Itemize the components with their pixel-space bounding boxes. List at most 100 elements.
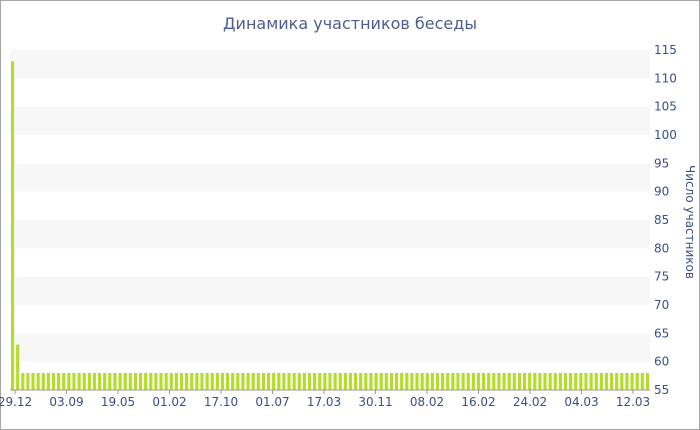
bar bbox=[16, 344, 20, 390]
y-tick-label: 110 bbox=[654, 71, 677, 85]
bar bbox=[430, 373, 434, 390]
bar bbox=[10, 61, 15, 390]
bar bbox=[256, 373, 260, 390]
bar bbox=[272, 373, 276, 390]
x-tick-label: 30.11 bbox=[358, 395, 392, 409]
bar bbox=[569, 373, 573, 390]
bar bbox=[220, 373, 225, 390]
bar bbox=[77, 373, 81, 390]
bar bbox=[251, 373, 255, 390]
bar bbox=[333, 373, 337, 390]
x-tick-label: 24.02 bbox=[513, 395, 547, 409]
bar bbox=[287, 373, 291, 390]
bar bbox=[348, 373, 353, 390]
bar bbox=[374, 373, 378, 390]
bar bbox=[533, 373, 537, 390]
bar bbox=[26, 373, 30, 390]
bar bbox=[645, 373, 650, 390]
bar bbox=[277, 373, 281, 390]
bar bbox=[492, 373, 496, 390]
bar bbox=[640, 373, 644, 390]
bar bbox=[266, 373, 271, 390]
bar bbox=[108, 373, 112, 390]
grid-band bbox=[10, 220, 650, 249]
bar bbox=[67, 373, 71, 390]
bar bbox=[169, 373, 173, 390]
bar bbox=[558, 373, 562, 390]
grid-bands bbox=[10, 50, 650, 362]
bar bbox=[599, 373, 603, 390]
bar bbox=[113, 373, 117, 390]
bar bbox=[461, 373, 465, 390]
x-tick-label: 12.03 bbox=[616, 395, 650, 409]
y-tick-label: 100 bbox=[654, 128, 677, 142]
bar bbox=[420, 373, 424, 390]
bar bbox=[215, 373, 219, 390]
bar bbox=[236, 373, 240, 390]
bar bbox=[72, 373, 76, 390]
x-axis: 29.12 03.09 19.05 01.02 17.10 01.07 17.03 30.11… bbox=[0, 390, 650, 409]
bar bbox=[517, 373, 522, 390]
x-tick-label: 29.12 bbox=[0, 395, 32, 409]
bar bbox=[154, 373, 158, 390]
bar bbox=[625, 373, 629, 390]
bar bbox=[466, 373, 470, 390]
bar bbox=[210, 373, 214, 390]
bar bbox=[179, 373, 184, 390]
bar bbox=[174, 373, 178, 390]
y-tick-label: 115 bbox=[654, 43, 677, 57]
bar bbox=[338, 373, 342, 390]
bar bbox=[98, 373, 102, 390]
bar bbox=[231, 373, 235, 390]
bar bbox=[635, 373, 639, 390]
bar bbox=[261, 373, 266, 390]
bar bbox=[543, 373, 547, 390]
bar bbox=[589, 373, 593, 390]
bar bbox=[435, 373, 440, 390]
grid-band bbox=[10, 50, 650, 79]
x-tick-label: 16.02 bbox=[461, 395, 495, 409]
bar bbox=[476, 373, 481, 390]
bar bbox=[441, 373, 445, 390]
grid-band bbox=[10, 106, 650, 135]
bar bbox=[369, 373, 373, 390]
bars bbox=[10, 61, 650, 390]
bar bbox=[610, 373, 614, 390]
bar bbox=[512, 373, 516, 390]
bar bbox=[118, 373, 122, 390]
grid-band bbox=[10, 333, 650, 362]
x-tick-label: 01.02 bbox=[152, 395, 186, 409]
bar bbox=[246, 373, 250, 390]
bar bbox=[21, 373, 25, 390]
bar bbox=[313, 373, 317, 390]
bar bbox=[594, 373, 598, 390]
bar bbox=[497, 373, 501, 390]
bar bbox=[405, 373, 409, 390]
bar bbox=[400, 373, 404, 390]
bar bbox=[36, 373, 40, 390]
bar bbox=[123, 373, 127, 390]
bar bbox=[574, 373, 578, 390]
bar bbox=[584, 373, 588, 390]
bar bbox=[46, 373, 50, 390]
bar bbox=[297, 373, 301, 390]
y-tick-label: 95 bbox=[654, 156, 669, 170]
bar bbox=[482, 373, 486, 390]
bar bbox=[502, 373, 506, 390]
bar bbox=[138, 373, 143, 390]
bar bbox=[507, 373, 511, 390]
bar bbox=[579, 373, 583, 390]
bar bbox=[87, 373, 91, 390]
bar bbox=[159, 373, 163, 390]
bar bbox=[241, 373, 245, 390]
bar bbox=[359, 373, 363, 390]
bar bbox=[226, 373, 230, 390]
x-tick-label: 19.05 bbox=[101, 395, 135, 409]
bar bbox=[522, 373, 527, 390]
bar bbox=[394, 373, 399, 390]
bar bbox=[630, 373, 634, 390]
y-tick-label: 85 bbox=[654, 213, 669, 227]
bar bbox=[456, 373, 460, 390]
y-tick-label: 60 bbox=[654, 355, 669, 369]
x-tick-label: 01.07 bbox=[255, 395, 289, 409]
